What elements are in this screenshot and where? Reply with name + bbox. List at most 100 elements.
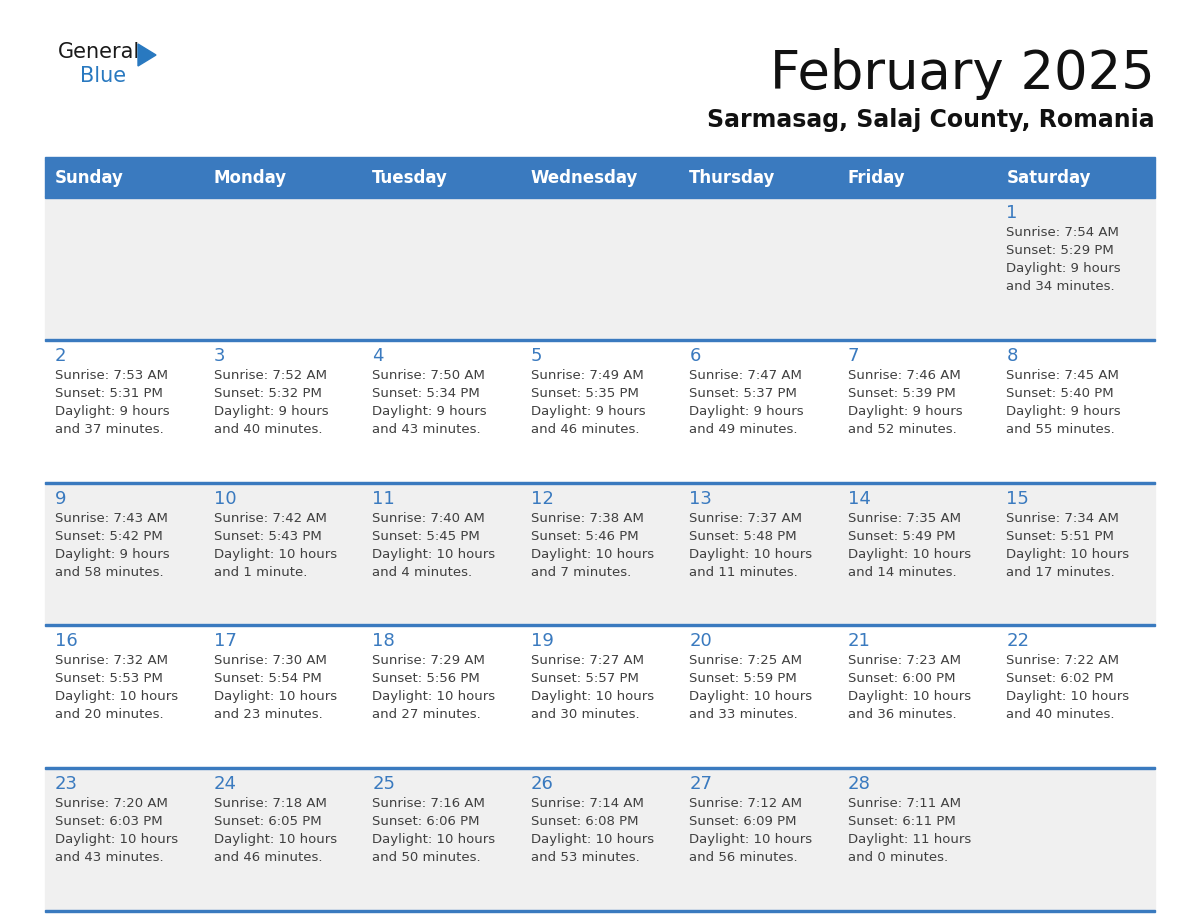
Bar [45,624,1155,767]
Text: 2: 2 [55,347,67,364]
Text: 8: 8 [1006,347,1018,364]
Text: Saturday: Saturday [1006,169,1091,187]
Text: 11: 11 [372,489,394,508]
Text: Sunset: 6:05 PM: Sunset: 6:05 PM [214,815,321,828]
Text: and 46 minutes.: and 46 minutes. [214,851,322,864]
Text: Blue: Blue [80,66,126,86]
Text: and 37 minutes.: and 37 minutes. [55,423,164,436]
Text: 18: 18 [372,633,394,650]
Bar [45,624,1155,626]
Text: Sunrise: 7:11 AM: Sunrise: 7:11 AM [848,797,961,811]
Text: 14: 14 [848,489,871,508]
Text: Daylight: 10 hours: Daylight: 10 hours [848,548,971,561]
Bar [45,767,1155,769]
Text: Sunset: 5:34 PM: Sunset: 5:34 PM [372,386,480,400]
Text: 27: 27 [689,775,713,793]
Bar [45,196,1155,339]
Text: Sunset: 5:35 PM: Sunset: 5:35 PM [531,386,639,400]
Text: and 58 minutes.: and 58 minutes. [55,565,164,578]
Text: Daylight: 9 hours: Daylight: 9 hours [1006,405,1121,418]
Text: and 0 minutes.: and 0 minutes. [848,851,948,864]
Text: 1: 1 [1006,204,1018,222]
Text: Sunrise: 7:49 AM: Sunrise: 7:49 AM [531,369,644,382]
Text: Daylight: 10 hours: Daylight: 10 hours [531,548,653,561]
Text: Sunset: 5:51 PM: Sunset: 5:51 PM [1006,530,1114,543]
Text: Daylight: 10 hours: Daylight: 10 hours [372,690,495,703]
Text: and 55 minutes.: and 55 minutes. [1006,423,1116,436]
Text: 23: 23 [55,775,78,793]
Text: and 50 minutes.: and 50 minutes. [372,851,481,864]
Text: Sunset: 6:09 PM: Sunset: 6:09 PM [689,815,797,828]
Text: and 46 minutes.: and 46 minutes. [531,423,639,436]
Text: Sunrise: 7:46 AM: Sunrise: 7:46 AM [848,369,961,382]
Text: and 11 minutes.: and 11 minutes. [689,565,798,578]
Text: 16: 16 [55,633,77,650]
Text: Sunset: 6:08 PM: Sunset: 6:08 PM [531,815,638,828]
Text: and 33 minutes.: and 33 minutes. [689,709,798,722]
Text: Sunrise: 7:47 AM: Sunrise: 7:47 AM [689,369,802,382]
Text: 6: 6 [689,347,701,364]
Text: Sunset: 5:56 PM: Sunset: 5:56 PM [372,672,480,686]
Text: Thursday: Thursday [689,169,776,187]
Text: Sunrise: 7:29 AM: Sunrise: 7:29 AM [372,655,485,667]
Text: and 40 minutes.: and 40 minutes. [214,423,322,436]
Text: Sunrise: 7:52 AM: Sunrise: 7:52 AM [214,369,327,382]
Text: Daylight: 9 hours: Daylight: 9 hours [689,405,804,418]
Text: Sunrise: 7:42 AM: Sunrise: 7:42 AM [214,511,327,524]
Text: 5: 5 [531,347,542,364]
Text: Sunset: 6:03 PM: Sunset: 6:03 PM [55,815,163,828]
Text: Sunrise: 7:35 AM: Sunrise: 7:35 AM [848,511,961,524]
Text: Sunrise: 7:34 AM: Sunrise: 7:34 AM [1006,511,1119,524]
Text: and 17 minutes.: and 17 minutes. [1006,565,1116,578]
Text: and 49 minutes.: and 49 minutes. [689,423,798,436]
Text: Sunset: 5:59 PM: Sunset: 5:59 PM [689,672,797,686]
Text: Sunrise: 7:40 AM: Sunrise: 7:40 AM [372,511,485,524]
Text: Sunrise: 7:38 AM: Sunrise: 7:38 AM [531,511,644,524]
Text: and 34 minutes.: and 34 minutes. [1006,280,1116,293]
Text: and 43 minutes.: and 43 minutes. [55,851,164,864]
Text: Sunday: Sunday [55,169,124,187]
Text: 12: 12 [531,489,554,508]
Text: Daylight: 10 hours: Daylight: 10 hours [848,690,971,703]
Bar [45,196,1155,198]
Polygon shape [138,44,156,66]
Text: 20: 20 [689,633,712,650]
Text: Sunrise: 7:18 AM: Sunrise: 7:18 AM [214,797,327,811]
Text: and 56 minutes.: and 56 minutes. [689,851,798,864]
Text: Sunrise: 7:16 AM: Sunrise: 7:16 AM [372,797,485,811]
Text: Sunset: 5:54 PM: Sunset: 5:54 PM [214,672,321,686]
Text: Sunrise: 7:25 AM: Sunrise: 7:25 AM [689,655,802,667]
Text: Daylight: 10 hours: Daylight: 10 hours [689,834,813,846]
Text: Sunset: 5:42 PM: Sunset: 5:42 PM [55,530,163,543]
Text: Daylight: 10 hours: Daylight: 10 hours [1006,690,1130,703]
Text: General: General [58,42,140,62]
Text: Sunset: 5:39 PM: Sunset: 5:39 PM [848,386,955,400]
Text: and 53 minutes.: and 53 minutes. [531,851,639,864]
Text: Sunrise: 7:54 AM: Sunrise: 7:54 AM [1006,226,1119,239]
Text: 21: 21 [848,633,871,650]
Text: 28: 28 [848,775,871,793]
Text: Daylight: 10 hours: Daylight: 10 hours [214,690,336,703]
Text: 3: 3 [214,347,225,364]
Bar [45,910,1155,912]
Text: Sunset: 5:37 PM: Sunset: 5:37 PM [689,386,797,400]
Text: 17: 17 [214,633,236,650]
Text: Daylight: 10 hours: Daylight: 10 hours [214,834,336,846]
Text: Friday: Friday [848,169,905,187]
Text: Daylight: 9 hours: Daylight: 9 hours [214,405,328,418]
Text: Sunset: 5:57 PM: Sunset: 5:57 PM [531,672,639,686]
Text: Sarmasag, Salaj County, Romania: Sarmasag, Salaj County, Romania [707,108,1155,132]
Text: Sunset: 6:11 PM: Sunset: 6:11 PM [848,815,955,828]
Text: Sunset: 6:02 PM: Sunset: 6:02 PM [1006,672,1114,686]
Text: Monday: Monday [214,169,286,187]
Text: Sunset: 5:53 PM: Sunset: 5:53 PM [55,672,163,686]
Text: Daylight: 10 hours: Daylight: 10 hours [55,690,178,703]
Text: Sunset: 5:49 PM: Sunset: 5:49 PM [848,530,955,543]
Text: and 36 minutes.: and 36 minutes. [848,709,956,722]
Text: and 30 minutes.: and 30 minutes. [531,709,639,722]
Text: Daylight: 11 hours: Daylight: 11 hours [848,834,971,846]
Text: Sunrise: 7:45 AM: Sunrise: 7:45 AM [1006,369,1119,382]
Text: Sunset: 5:46 PM: Sunset: 5:46 PM [531,530,638,543]
Bar [45,339,1155,341]
Text: Sunset: 6:06 PM: Sunset: 6:06 PM [372,815,480,828]
